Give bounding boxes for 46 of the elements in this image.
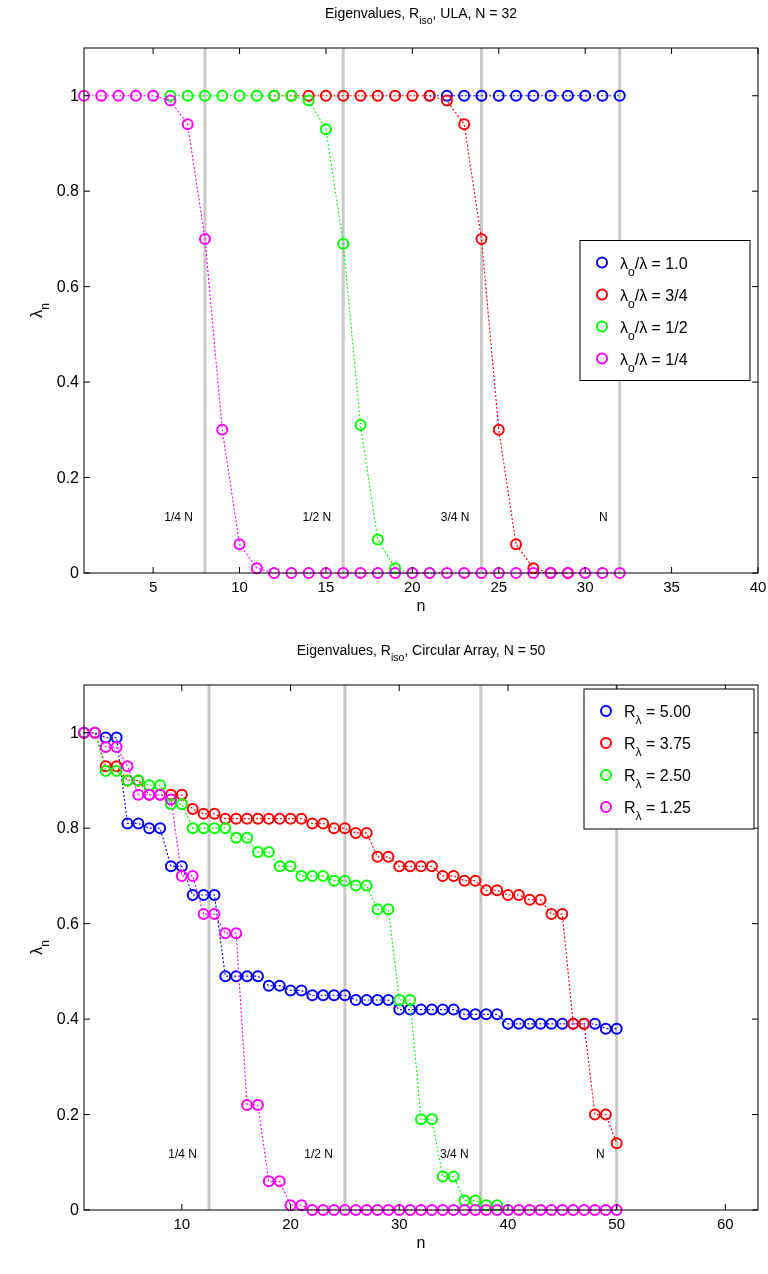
- x-axis-title: n: [416, 1234, 426, 1251]
- x-tick-label: 40: [749, 578, 767, 595]
- ref-line-label: 3/4 N: [440, 1146, 469, 1161]
- x-tick-label: 35: [663, 578, 680, 595]
- x-tick-label: 20: [282, 1215, 299, 1232]
- ref-line-label: 1/4 N: [168, 1146, 198, 1161]
- x-tick-label: 10: [231, 578, 248, 595]
- legend-label: R$_{λ}$ = 5.00: [624, 703, 692, 727]
- ref-line-label: 1/2 N: [304, 1146, 333, 1161]
- ref-line-label: 1/4 N: [164, 509, 193, 524]
- ref-line-label: N: [596, 1146, 605, 1161]
- legend-label: λ$_{o}$/λ = 1/4: [620, 350, 688, 375]
- x-tick-label: 10: [173, 1215, 191, 1232]
- ref-line-label: N: [599, 509, 608, 524]
- x-tick-label: 30: [390, 1215, 408, 1232]
- y-tick-label: 0.4: [56, 373, 80, 391]
- x-tick-label: 60: [717, 1215, 734, 1232]
- y-tick-label: 0.8: [56, 819, 80, 837]
- x-axis-title: n: [416, 597, 426, 614]
- y-tick-label: 0: [70, 1201, 80, 1218]
- legend-label: λ$_{o}$/λ = 1/2: [620, 318, 688, 343]
- legend-label: λ$_{o}$/λ = 1.0: [620, 254, 688, 279]
- y-tick-label: 0.8: [56, 182, 80, 200]
- y-tick-label: 0.4: [56, 1010, 80, 1028]
- x-tick-label: 40: [499, 1215, 517, 1232]
- legend-label: R$_{λ}$ = 2.50: [624, 767, 692, 791]
- y-tick-label: 0: [70, 564, 80, 581]
- chart-title: Eigenvalues, R$_{iso}$, ULA, N = 32: [324, 5, 518, 26]
- y-tick-label: 0.2: [56, 468, 80, 486]
- x-tick-label: 30: [576, 578, 594, 595]
- legend-label: R$_{λ}$ = 1.25: [624, 799, 692, 823]
- y-tick-label: 0.6: [56, 914, 80, 932]
- x-tick-label: 5: [148, 578, 158, 595]
- y-tick-label: 1: [70, 86, 80, 104]
- y-tick-label: 0.6: [56, 277, 80, 295]
- chart-title: Eigenvalues, R$_{iso}$, Circular Array, N = 50: [296, 642, 546, 663]
- y-tick-label: 1: [70, 723, 80, 741]
- ref-line-label: 1/2 N: [302, 509, 332, 524]
- x-tick-label: 25: [490, 578, 508, 595]
- x-tick-label: 20: [404, 578, 421, 595]
- ref-line-label: 3/4 N: [440, 509, 470, 524]
- x-tick-label: 50: [608, 1215, 626, 1232]
- legend-label: λ$_{o}$/λ = 3/4: [620, 286, 688, 311]
- legend-label: R$_{λ}$ = 3.75: [624, 735, 692, 759]
- x-tick-label: 15: [317, 578, 335, 595]
- y-tick-label: 0.2: [56, 1105, 80, 1123]
